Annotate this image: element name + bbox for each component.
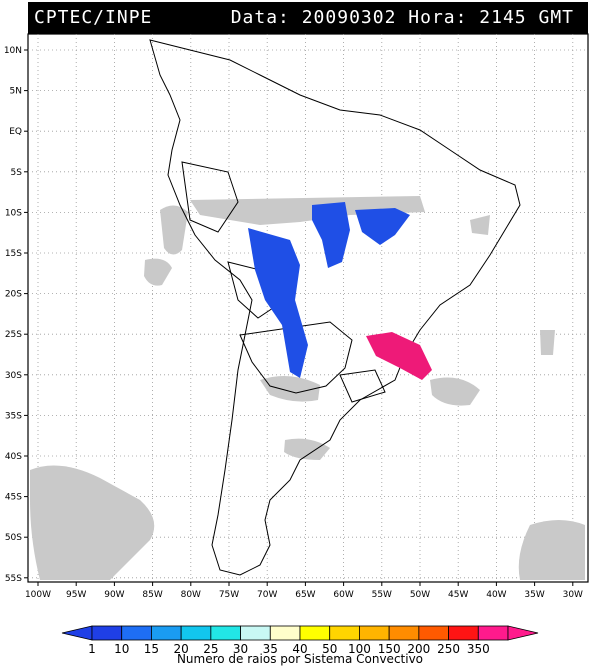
legend-swatch bbox=[151, 625, 182, 641]
map-header: CPTEC/INPE Data: 20090302 Hora: 2145 GMT bbox=[28, 2, 588, 34]
lon-label: 80W bbox=[181, 590, 201, 600]
lon-label: 30W bbox=[563, 590, 583, 600]
legend-swatch bbox=[329, 625, 360, 641]
legend-tick-label: 30 bbox=[233, 642, 248, 656]
legend-tick-label: 10 bbox=[114, 642, 129, 656]
legend-swatch bbox=[359, 625, 390, 641]
legend-tick-label: 150 bbox=[378, 642, 401, 656]
lat-label: 25S bbox=[5, 330, 22, 340]
lon-axis-labels: 100W 95W 90W 85W 80W 75W 70W 65W 60W 55W 50W 45W 40W… bbox=[25, 590, 583, 600]
lon-label: 100W bbox=[25, 590, 51, 600]
legend-tick-label: 1 bbox=[88, 642, 96, 656]
legend-tick-labels: 1 10 15 20 25 30 35 40 50 100 150 200 250 350 bbox=[88, 642, 490, 656]
lat-label: 5N bbox=[10, 87, 22, 97]
legend-title: Numero de raios por Sistema Convectivo bbox=[176, 652, 424, 666]
cloud-region-argentina-south bbox=[284, 438, 330, 460]
legend-swatch bbox=[121, 625, 152, 641]
cloud-region-atlantic-south bbox=[518, 520, 585, 580]
cloud-region-northeast bbox=[470, 215, 490, 235]
uruguay-border bbox=[339, 369, 386, 403]
lat-label: 15S bbox=[5, 249, 22, 259]
legend-tick-label: 40 bbox=[292, 642, 307, 656]
lon-label: 60W bbox=[333, 590, 353, 600]
date-value: 20090302 bbox=[301, 7, 397, 28]
lat-label: 30S bbox=[5, 371, 22, 381]
time-value: 2145 GMT bbox=[479, 7, 574, 28]
cloud-region-atlantic bbox=[430, 377, 480, 406]
lat-label: 5S bbox=[11, 168, 23, 178]
legend-swatch bbox=[240, 625, 271, 641]
legend-tick-label: 15 bbox=[144, 642, 159, 656]
cloud-cover bbox=[30, 196, 585, 580]
lon-label: 35W bbox=[524, 590, 544, 600]
legend-swatch bbox=[418, 625, 449, 641]
lat-label: 10S bbox=[5, 208, 22, 218]
lightning-cluster-south bbox=[366, 332, 432, 380]
lat-label: 55S bbox=[5, 574, 22, 584]
cloud-region-pacific-north bbox=[160, 205, 188, 255]
legend-swatch bbox=[269, 625, 301, 641]
lat-label: 45S bbox=[5, 493, 22, 503]
legend-tick-label: 100 bbox=[348, 642, 371, 656]
lon-label: 45W bbox=[448, 590, 468, 600]
legend-tick-label: 200 bbox=[407, 642, 430, 656]
lightning-systems bbox=[248, 202, 432, 380]
lat-label: 10N bbox=[4, 46, 22, 56]
lightning-cluster-central bbox=[312, 202, 350, 268]
lon-label: 50W bbox=[410, 590, 430, 600]
lon-label: 85W bbox=[142, 590, 162, 600]
lat-label: EQ bbox=[9, 127, 22, 137]
datetime-stamp: Data: 20090302 Hora: 2145 GMT bbox=[231, 7, 574, 28]
lat-axis-labels: 10N 5N EQ 5S 10S 15S 20S 25S 30S 35S 40S 45S 50S 55S bbox=[4, 46, 22, 584]
cloud-region-amazon bbox=[190, 196, 425, 225]
lat-label: 40S bbox=[5, 452, 22, 462]
legend-swatch bbox=[477, 625, 509, 641]
legend-tick-label: 20 bbox=[174, 642, 189, 656]
cloud-region-pacific-mid bbox=[144, 258, 172, 286]
lat-label: 35S bbox=[5, 411, 22, 421]
legend-tick-label: 350 bbox=[467, 642, 490, 656]
cloud-region-argentina bbox=[260, 376, 320, 402]
lon-label: 95W bbox=[66, 590, 86, 600]
lon-label: 70W bbox=[257, 590, 277, 600]
legend-swatch bbox=[91, 625, 123, 641]
legend-tick-label: 35 bbox=[263, 642, 278, 656]
lat-label: 50S bbox=[5, 533, 22, 543]
legend-tick-label: 250 bbox=[437, 642, 460, 656]
south-america-coastline bbox=[149, 39, 521, 576]
lon-label: 75W bbox=[219, 590, 239, 600]
legend-swatch bbox=[448, 625, 479, 641]
cloud-region-atlantic-east bbox=[540, 330, 555, 355]
lon-label: 55W bbox=[372, 590, 392, 600]
legend-arrow-left bbox=[61, 625, 93, 641]
legend-arrow-right bbox=[507, 625, 539, 641]
paraguay-border bbox=[239, 321, 353, 394]
cloud-region-pacific-south bbox=[30, 465, 155, 580]
legend-swatch bbox=[210, 625, 241, 641]
lon-label: 90W bbox=[104, 590, 124, 600]
lat-label: 20S bbox=[5, 290, 22, 300]
source-label: CPTEC/INPE bbox=[34, 7, 153, 28]
lon-label: 40W bbox=[486, 590, 506, 600]
legend-tick-label: 50 bbox=[322, 642, 337, 656]
legend-tick-label: 25 bbox=[203, 642, 218, 656]
peru-border bbox=[181, 161, 239, 233]
lon-label: 65W bbox=[295, 590, 315, 600]
lightning-cluster-east bbox=[355, 208, 410, 245]
date-label: Data: bbox=[230, 7, 290, 28]
legend-colorbar bbox=[61, 625, 539, 641]
legend-swatch bbox=[388, 625, 420, 641]
legend-swatch bbox=[299, 625, 331, 641]
legend-swatch bbox=[180, 625, 212, 641]
time-label: Hora: bbox=[408, 7, 468, 28]
lightning-cluster-west bbox=[248, 228, 308, 378]
